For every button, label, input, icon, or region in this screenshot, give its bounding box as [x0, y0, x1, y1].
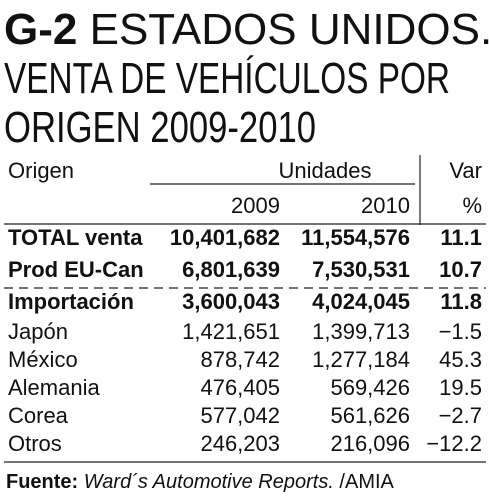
source-text: Ward´s Automotive Reports.	[84, 471, 334, 493]
title-line: VENTA DE VEHÍCULOS POR	[4, 54, 450, 103]
cell-var: 11.1	[440, 225, 482, 250]
cell-var: 11.8	[440, 289, 482, 314]
cell-2010: 569,426	[330, 375, 410, 400]
column-header: Var	[449, 158, 482, 183]
cell-var: −1.5	[439, 319, 482, 344]
cell-2009: 577,042	[200, 403, 280, 428]
row-label: Otros	[8, 431, 62, 456]
cell-2009: 476,405	[200, 375, 280, 400]
column-header: 2010	[361, 193, 410, 218]
cell-var: 45.3	[439, 347, 482, 372]
row-label: Japón	[8, 319, 68, 344]
cell-2009: 3,600,043	[182, 289, 280, 314]
cell-2010: 4,024,045	[312, 289, 410, 314]
cell-2009: 1,421,651	[182, 319, 280, 344]
source-agency: /AMIA	[334, 471, 395, 493]
title-line: G-2 ESTADOS UNIDOS.	[4, 5, 489, 54]
cell-var: −12.2	[426, 431, 482, 456]
source-label: Fuente:	[6, 471, 78, 493]
row-label: México	[8, 347, 78, 372]
title-line: ORIGEN 2009-2010	[4, 103, 316, 152]
cell-2010: 561,626	[330, 403, 410, 428]
row-label: Alemania	[8, 375, 100, 400]
cell-2010: 1,399,713	[312, 319, 410, 344]
cell-2009: 6,801,639	[182, 257, 280, 282]
column-header: Origen	[8, 158, 74, 183]
cell-2009: 246,203	[200, 431, 280, 456]
cell-2009: 10,401,682	[170, 225, 280, 250]
cell-2010: 1,277,184	[312, 347, 410, 372]
row-label: Importación	[8, 289, 134, 314]
row-label: TOTAL venta	[8, 225, 143, 250]
column-header: %	[462, 193, 482, 218]
title-text: ESTADOS UNIDOS.	[90, 5, 489, 54]
title-code: G-2	[4, 5, 77, 54]
cell-2010: 216,096	[330, 431, 410, 456]
row-label: Corea	[8, 403, 69, 428]
cell-2009: 878,742	[200, 347, 280, 372]
table-body: TOTAL venta 10,401,682 11,554,576 11.1 Prod …	[8, 225, 482, 456]
source-line: Fuente: Ward´s Automotive Reports. /AMIA	[6, 471, 395, 493]
cell-var: −2.7	[439, 403, 482, 428]
column-header: 2009	[231, 193, 280, 218]
cell-var: 19.5	[439, 375, 482, 400]
column-header: Unidades	[279, 158, 372, 183]
cell-2010: 11,554,576	[301, 225, 410, 250]
cell-2010: 7,530,531	[312, 257, 410, 282]
row-label: Prod EU-Can	[8, 257, 144, 282]
cell-var: 10.7	[439, 257, 482, 282]
